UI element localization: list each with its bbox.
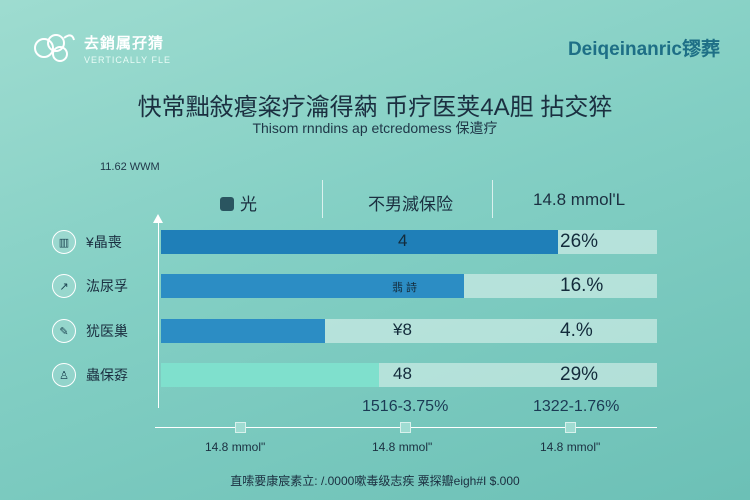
category-row-3: ✎ 犹医巢 bbox=[52, 319, 128, 343]
column-header-1: 光 bbox=[220, 190, 257, 215]
category-label: 犹医巢 bbox=[86, 323, 128, 339]
bar bbox=[161, 230, 558, 254]
category-label: 蟲保孬 bbox=[86, 367, 128, 383]
person-icon: ♙ bbox=[52, 363, 76, 387]
chart-title: 快常黜敍瘪粢疗瀹得蒳 币疗医荚4A胆 拈交猝 bbox=[137, 94, 613, 121]
category-row-1: ▥ ¥晶喪 bbox=[52, 230, 122, 254]
x-axis-label: 14.8 mmol" bbox=[540, 440, 601, 454]
bar-value-label: 48 bbox=[393, 364, 412, 383]
logo-tagline: VERTICALLY FLE bbox=[84, 54, 172, 65]
calendar-icon bbox=[220, 197, 234, 211]
chart-icon: ▥ bbox=[52, 230, 76, 254]
percent-label: 16.% bbox=[560, 275, 604, 296]
category-label: ¥晶喪 bbox=[86, 234, 122, 250]
x-axis-label: 14.8 mmol" bbox=[205, 440, 266, 454]
footer-note: 直嗦要康宸素立: /.0000嗽毒级志疾 粟探瓣eigh#I $.000 bbox=[230, 474, 520, 488]
bar-value-label: ¥8 bbox=[393, 320, 412, 339]
range-label-right: 1322-1.76% bbox=[533, 398, 620, 415]
brand-logo: 去銷属孖猜 VERTICALLY FLE bbox=[30, 28, 171, 68]
y-axis-arrow bbox=[153, 214, 163, 223]
trend-icon: ↗ bbox=[52, 274, 76, 298]
category-label: 汯尿孚 bbox=[86, 278, 128, 294]
percent-label: 26% bbox=[560, 231, 599, 252]
percent-label: 29% bbox=[560, 364, 599, 385]
category-row-4: ♙ 蟲保孬 bbox=[52, 363, 128, 387]
bar bbox=[161, 274, 464, 298]
brand-name: Deiqeinanric镠葬 bbox=[567, 39, 720, 60]
capsule-icon: ✎ bbox=[52, 319, 76, 343]
bar bbox=[161, 363, 379, 387]
category-row-2: ↗ 汯尿孚 bbox=[52, 274, 128, 298]
column-header-1-label: 光 bbox=[240, 195, 257, 214]
x-axis-tick bbox=[235, 422, 246, 433]
column-header-3: 14.8 mmol'L bbox=[533, 190, 626, 209]
bar-value-label: 4 bbox=[398, 231, 408, 250]
range-label-left: 1516-3.75% bbox=[362, 398, 449, 415]
cloud-flower-icon bbox=[34, 34, 75, 62]
x-axis-label: 14.8 mmol" bbox=[372, 440, 433, 454]
percent-label: 4.% bbox=[560, 320, 593, 341]
x-axis-tick bbox=[565, 422, 576, 433]
logo-name: 去銷属孖猜 bbox=[84, 34, 165, 52]
unit-label: 11.62 WWM bbox=[100, 161, 160, 173]
column-divider bbox=[492, 180, 493, 218]
x-axis-tick bbox=[400, 422, 411, 433]
chart-subtitle: Thisom rnndins ap etcredomess 保遣疗 bbox=[252, 120, 498, 136]
y-axis bbox=[158, 222, 159, 408]
bar bbox=[161, 319, 325, 343]
column-header-2: 不男滅保险 bbox=[368, 195, 453, 214]
column-divider bbox=[322, 180, 323, 218]
bar-value-label: 翡 詩 bbox=[392, 282, 418, 294]
